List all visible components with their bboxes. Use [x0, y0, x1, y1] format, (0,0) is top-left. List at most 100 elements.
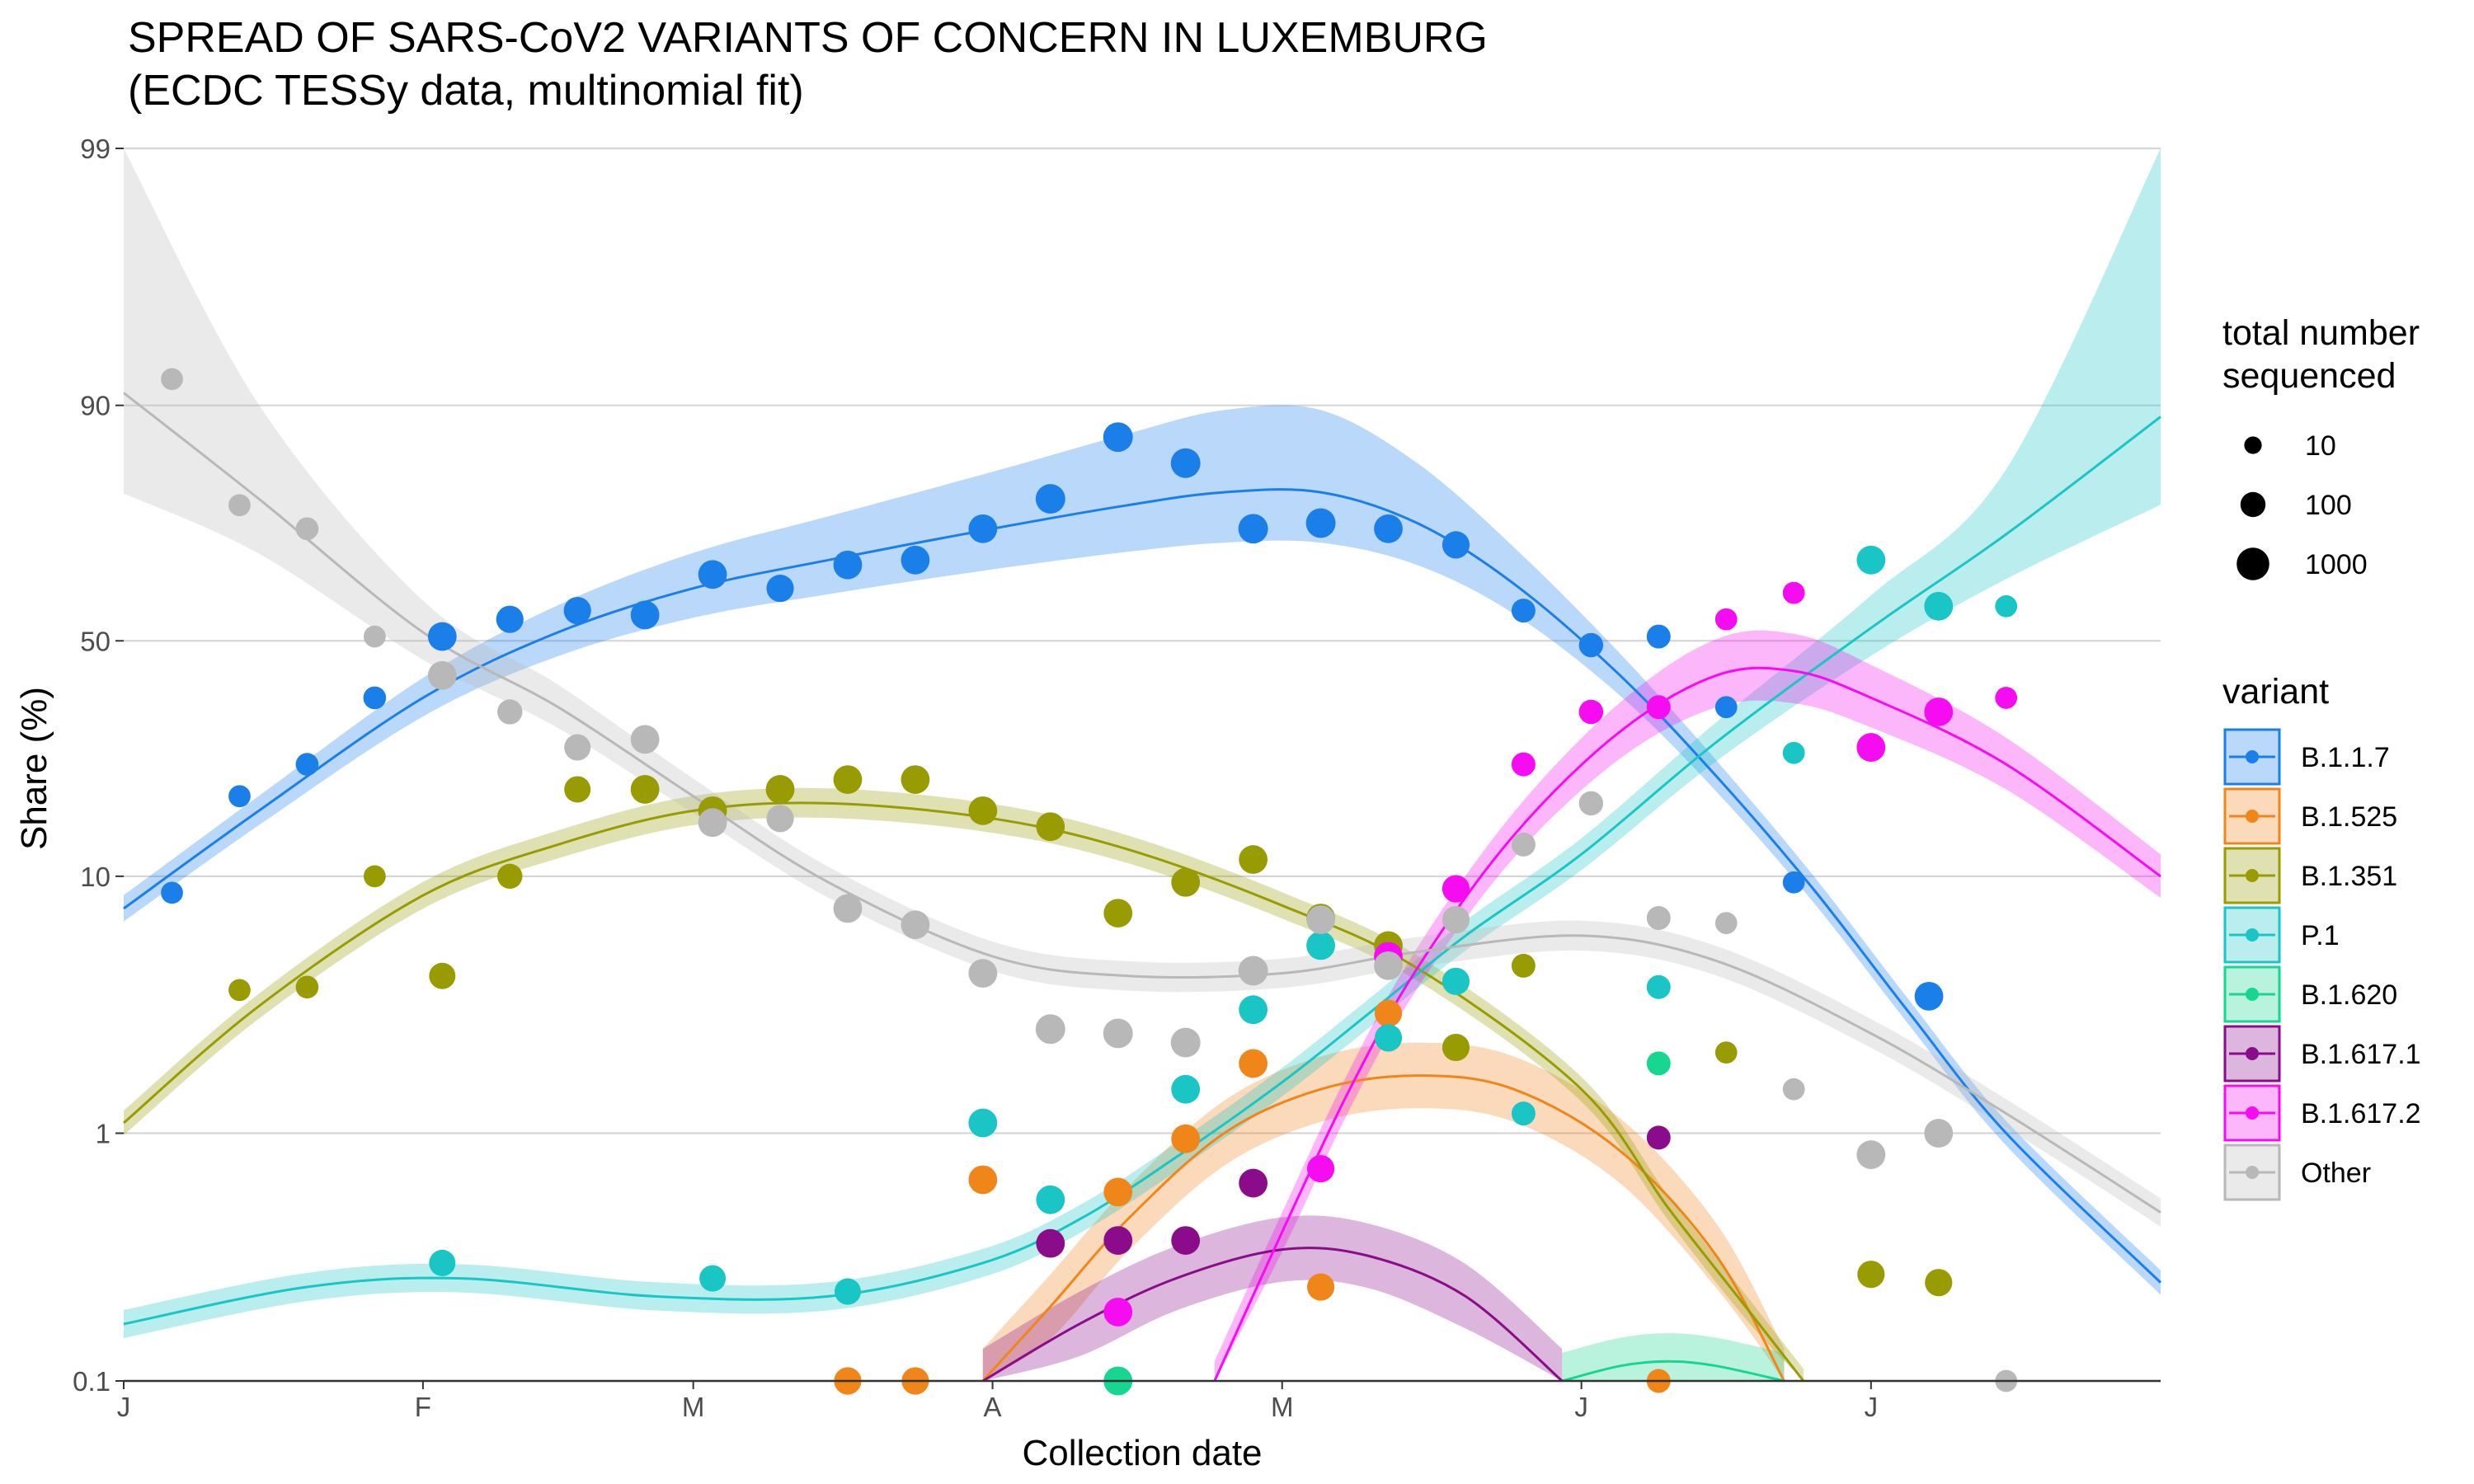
size-legend-title: total number	[2222, 313, 2420, 353]
point-B.1.1.7	[1914, 981, 1944, 1011]
y-axis-label: Share (%)	[14, 687, 54, 850]
point-P.1	[834, 1278, 861, 1305]
size-legend-title: sequenced	[2222, 356, 2396, 396]
color-legend-key-point	[2246, 1106, 2259, 1120]
point-Other	[1714, 912, 1738, 934]
point-B.1.351	[564, 776, 591, 803]
data-points	[161, 368, 2018, 1396]
color-legend-key-point	[2246, 988, 2259, 1001]
point-B.1.1.7	[1170, 448, 1201, 478]
point-B.1.351	[497, 863, 523, 890]
point-B.1.351	[630, 775, 660, 804]
point-Other	[1578, 791, 1604, 816]
point-B.1.351	[1036, 812, 1065, 842]
y-tick-label: 1	[96, 1119, 111, 1149]
point-P.1	[429, 1249, 456, 1276]
point-Other	[1306, 905, 1335, 934]
point-Other	[295, 517, 319, 541]
point-Other	[1103, 1018, 1133, 1049]
size-legend-label: 10	[2305, 430, 2336, 462]
x-tick-label: M	[682, 1392, 705, 1422]
point-B.1.351	[429, 962, 456, 989]
point-B.1.351	[968, 796, 998, 825]
color-legend-key-point	[2246, 869, 2259, 882]
color-legend-label: B.1.351	[2301, 861, 2397, 892]
point-P.1	[968, 1108, 998, 1138]
point-B.1.1.7	[1511, 599, 1536, 623]
color-legend-label: B.1.617.1	[2301, 1039, 2421, 1070]
color-legend-label: P.1	[2301, 920, 2340, 951]
point-B.1.351	[295, 975, 319, 999]
chart-subtitle: (ECDC TESSy data, multinomial fit)	[128, 67, 804, 115]
y-tick-label: 50	[80, 626, 111, 656]
point-B.1.1.7	[1782, 871, 1805, 894]
color-legend-label: B.1.1.7	[2301, 742, 2390, 773]
point-P.1	[699, 1265, 727, 1292]
point-B.1.351	[1511, 953, 1536, 978]
band-B.1.1.7	[124, 405, 2161, 1295]
color-legend-key-point	[2246, 1166, 2259, 1179]
size-legend-key	[2244, 436, 2262, 454]
point-B.1.1.7	[833, 550, 863, 580]
point-B.1.351	[363, 865, 386, 888]
axes: 0.1 1 10 50 90 99 J F M A M J J	[73, 134, 2161, 1422]
point-B.1.1.7	[1103, 422, 1133, 453]
point-Other	[497, 699, 523, 725]
point-B.1.351	[901, 765, 930, 794]
point-B.1.1.7	[161, 881, 183, 904]
point-B.1.351	[1171, 867, 1201, 897]
color-legend-key-point	[2246, 810, 2259, 823]
point-B.1.351	[228, 979, 251, 1002]
point-B.1.525	[1374, 999, 1403, 1027]
point-P.1	[1924, 591, 1954, 621]
point-P.1	[1036, 1185, 1065, 1214]
color-legend-label: Other	[2301, 1158, 2371, 1189]
y-tick-label: 90	[80, 391, 111, 421]
point-B.1.617.2	[1924, 697, 1954, 726]
point-B.1.1.7	[698, 560, 727, 589]
point-Other	[427, 660, 457, 690]
point-P.1	[1856, 545, 1886, 575]
point-B.1.351	[1103, 899, 1133, 928]
point-B.1.525	[1306, 1273, 1335, 1301]
point-B.1.617.2	[1442, 875, 1470, 903]
point-P.1	[1171, 1074, 1201, 1104]
size-legend-label: 100	[2305, 490, 2352, 521]
point-P.1	[1374, 1024, 1403, 1052]
point-B.1.617.1	[1171, 1226, 1201, 1255]
point-B.1.617.1	[1036, 1228, 1065, 1258]
confidence-bands	[124, 148, 2161, 1381]
x-tick-label: M	[1271, 1392, 1294, 1422]
point-Other	[161, 368, 183, 391]
point-Other	[901, 910, 930, 940]
x-tick-label: J	[1865, 1392, 1879, 1422]
color-legend-label: B.1.620	[2301, 979, 2397, 1011]
point-B.1.617.2	[1646, 695, 1671, 720]
y-tick-label: 99	[80, 134, 111, 164]
point-B.1.617.2	[1714, 608, 1738, 631]
point-Other	[833, 894, 863, 923]
point-B.1.617.1	[1103, 1226, 1133, 1255]
point-B.1.1.7	[901, 545, 930, 575]
point-Other	[1170, 1027, 1201, 1058]
x-tick-label: F	[415, 1392, 431, 1422]
point-B.1.1.7	[968, 514, 998, 543]
fit-line-B.1.620	[1561, 1360, 1785, 1383]
point-B.1.525	[1103, 1177, 1133, 1207]
point-Other	[766, 805, 794, 833]
point-Other	[564, 734, 591, 761]
point-Other	[698, 808, 727, 838]
point-Other	[1035, 1014, 1065, 1045]
band-B.1.525	[982, 1042, 1785, 1381]
point-P.1	[1239, 995, 1268, 1025]
point-B.1.1.7	[427, 622, 457, 651]
point-B.1.617.2	[1856, 733, 1886, 762]
size-legend-key	[2236, 547, 2269, 580]
point-P.1	[1646, 974, 1671, 999]
point-B.1.351	[1857, 1261, 1885, 1289]
color-legend-key-point	[2246, 1047, 2259, 1060]
point-B.1.617.2	[1995, 687, 2018, 709]
point-B.1.617.2	[1511, 752, 1536, 777]
point-B.1.1.7	[1714, 696, 1738, 719]
y-tick-label: 0.1	[73, 1366, 111, 1397]
